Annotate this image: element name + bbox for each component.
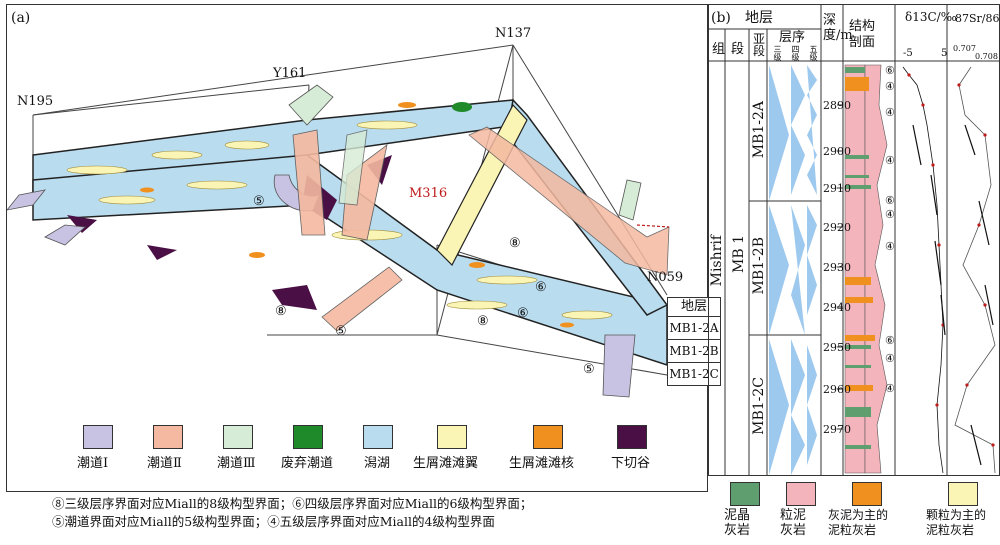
legend-label: 生屑滩滩核	[509, 456, 575, 471]
subsection-2a: MB1-2A	[751, 101, 767, 159]
d13c-heading: δ13C/‰	[905, 10, 957, 24]
well-label-m316: M316	[409, 186, 448, 201]
legend-label: 潮道Ⅲ	[217, 456, 256, 471]
well-label-y161: Y161	[273, 66, 307, 81]
legend-label: 废弃潮道	[281, 456, 334, 471]
group-name: Mishrif	[709, 235, 725, 287]
strata-table: 地层 MB1-2A MB1-2B MB1-2C	[667, 297, 721, 386]
subsection-2c: MB1-2C	[751, 377, 767, 435]
legend-swatch-channel-2	[153, 425, 183, 449]
legend-label: 颗粒为主的 泥粒灰岩	[926, 508, 987, 537]
surface-mark-5: ⑤	[583, 362, 595, 377]
surface-mark-8: ⑧	[477, 314, 489, 329]
strata-row: MB1-2B	[667, 340, 721, 363]
panel-b-label: (b)	[711, 10, 731, 26]
note-line-2: ⑤潮道界面对应Miall的5级构型界面；④五级层序界面对应Miall的4级构型界…	[52, 514, 495, 529]
legend-swatch-shoal-wing	[437, 425, 467, 449]
note-line-1: ⑧三级层序界面对应Miall的8级构型界面；⑥四级层序界面对应Miall的6级构…	[52, 496, 533, 511]
legend-label: 粒泥 灰岩	[780, 508, 807, 538]
surface-mark-8: ⑧	[275, 304, 287, 319]
surface-mark-5: ⑤	[335, 324, 347, 339]
legend-a: 潮道Ⅰ 潮道Ⅱ 潮道Ⅲ 废弃潮道 潟湖 生屑滩滩翼 生屑滩滩核 下切谷	[77, 423, 697, 483]
depth-tick: 2950	[823, 341, 851, 354]
boundary-mark: ④	[885, 106, 895, 119]
boundary-mark: ④	[885, 80, 895, 93]
well-label-n195: N195	[17, 94, 54, 109]
sequence-heading: 层序	[779, 30, 806, 45]
legend-label: 泥晶 灰岩	[724, 508, 751, 538]
panel-b: (b) 地层 组 段 亚段 层序 三级 四级 五级 深度/m 结构剖面 δ13C…	[708, 4, 1000, 476]
strata-row: MB1-2C	[667, 363, 721, 386]
legend-label: 生屑滩滩翼	[413, 456, 479, 471]
legend-label: 灰泥为主的 泥粒灰岩	[828, 508, 889, 537]
d13c-min: -5	[903, 48, 913, 59]
seq-level-5: 五级	[809, 45, 818, 61]
strata-heading: 地层	[745, 10, 773, 26]
seq-level-4: 四级	[791, 45, 800, 61]
boundary-mark: ⑥	[885, 194, 895, 207]
legend-label: 潮道Ⅰ	[77, 456, 109, 471]
surface-mark-5: ⑤	[253, 194, 265, 209]
strata-row: MB1-2A	[667, 317, 721, 340]
legend-swatch-mud-packstone	[852, 482, 882, 506]
depth-tick: 2900	[823, 145, 851, 158]
structure-heading: 结构剖面	[849, 19, 876, 50]
legend-label: 下切谷	[611, 456, 651, 471]
boundary-mark: ④	[885, 240, 895, 253]
surface-mark-6: ⑥	[517, 306, 529, 321]
depth-tick: 2920	[823, 221, 851, 234]
surface-mark-8: ⑧	[509, 236, 521, 251]
boundary-mark: ④	[885, 208, 895, 221]
boundary-mark: ⑥	[885, 64, 895, 77]
sr-min: 0.707	[953, 44, 976, 53]
well-label-n137: N137	[495, 26, 532, 41]
depth-tick: 2970	[823, 423, 851, 436]
surface-mark-6: ⑥	[535, 280, 547, 295]
well-label-n059: N059	[647, 270, 684, 285]
fence-diagram	[7, 44, 670, 398]
depth-tick: 2930	[823, 261, 851, 274]
depth-tick: 2940	[823, 301, 851, 314]
legend-swatch-lagoon	[363, 425, 393, 449]
legend-swatch-grain-packstone	[948, 482, 978, 506]
boundary-mark: ④	[885, 154, 895, 167]
legend-swatch-mudstone	[730, 482, 760, 506]
seq-level-3: 三级	[773, 45, 782, 61]
strata-header: 地层	[667, 297, 721, 317]
depth-tick: 2910	[823, 182, 851, 195]
depth-tick: 2890	[823, 99, 851, 112]
section-name: MB 1	[731, 235, 747, 273]
log-chart	[709, 5, 999, 475]
sr-max: 0.708	[975, 52, 998, 61]
subsection-2b: MB1-2B	[751, 237, 767, 295]
panel-a-label: (a)	[11, 10, 31, 26]
legend-swatch-channel-3	[223, 425, 253, 449]
legend-swatch-incised-valley	[617, 425, 647, 449]
legend-b: 泥晶 灰岩 粒泥 灰岩 灰泥为主的 泥粒灰岩 颗粒为主的 泥粒灰岩	[716, 482, 998, 542]
legend-swatch-abandoned	[293, 425, 323, 449]
section-heading: 段	[731, 42, 745, 57]
sr-heading: 87Sr/86Sr	[955, 12, 1000, 25]
legend-label: 潟湖	[364, 456, 391, 471]
legend-swatch-wackestone	[786, 482, 816, 506]
d13c-max: 5	[941, 48, 948, 59]
legend-label: 潮道Ⅱ	[147, 456, 182, 471]
subsection-heading: 亚段	[753, 32, 766, 58]
depth-tick: 2960	[823, 383, 851, 396]
legend-swatch-channel-1	[83, 425, 113, 449]
group-heading: 组	[712, 42, 726, 57]
legend-swatch-shoal-core	[533, 425, 563, 449]
boundary-mark: ④	[885, 352, 895, 365]
boundary-mark: ④	[885, 382, 895, 395]
boundary-mark: ⑥	[885, 334, 895, 347]
panel-a: (a)	[6, 4, 721, 492]
